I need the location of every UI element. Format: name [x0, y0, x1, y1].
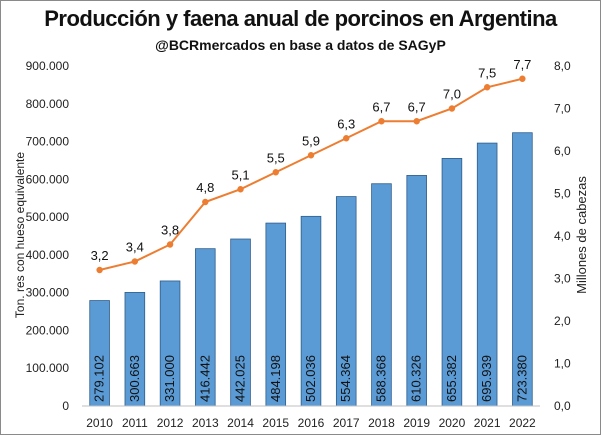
y-tick-right-label: 5,0 — [554, 187, 571, 201]
y-tick-right-label: 4,0 — [554, 229, 571, 243]
chart-subtitle: @BCRmercados en base a datos de SAGyP — [155, 37, 446, 53]
line-value-label: 7,0 — [443, 87, 461, 102]
y-tick-left-label: 600.000 — [26, 172, 70, 186]
y-tick-left-label: 300.000 — [26, 286, 70, 300]
bar-series: 279.102 300.663 331.000 416.442 442.025 484.1… — [89, 132, 533, 407]
x-tick-label: 2010 — [86, 416, 113, 430]
line-value-label: 3,4 — [126, 240, 144, 255]
bar-value-label: 279.102 — [92, 355, 107, 402]
line-point — [131, 258, 139, 265]
y-tick-left-label: 700.000 — [26, 135, 70, 149]
bar-value-label: 416.442 — [197, 355, 212, 402]
x-tick-label: 2014 — [227, 416, 254, 430]
y-tick-right-label: 6,0 — [554, 144, 571, 158]
line-value-label: 3,8 — [161, 223, 179, 238]
line-value-label: 4,8 — [196, 180, 214, 195]
y-tick-right-label: 8,0 — [554, 59, 571, 73]
y-axis-right-label: Millones de cabezas — [574, 176, 589, 294]
x-tick-label: 2017 — [333, 416, 360, 430]
line-point — [166, 241, 174, 248]
chart-title: Producción y faena anual de porcinos en … — [44, 6, 557, 31]
line-value-label: 6,3 — [337, 116, 355, 131]
x-tick-label: 2021 — [474, 416, 501, 430]
bar-value-label: 723.380 — [514, 355, 529, 402]
line-point — [483, 84, 491, 91]
x-axis: 2010 2011 2012 2013 2014 2015 2016 2017 2018 2019… — [82, 405, 540, 430]
bar-value-label: 300.663 — [127, 355, 142, 402]
left-axis: 0 100.000 200.000 300.000 400.000 500.000 600.… — [26, 59, 70, 413]
line-value-label: 5,5 — [267, 150, 285, 165]
line-series: 3,2 3,4 3,8 4,8 5,1 5,5 5,9 6,3 6,7 6,7 7,0 7,5 7,7 — [91, 57, 531, 274]
bar-value-label: 588.368 — [373, 355, 388, 402]
line-value-label: 5,1 — [231, 167, 249, 182]
line-value-label: 6,7 — [408, 99, 426, 114]
y-tick-right-label: 3,0 — [554, 272, 571, 286]
line-point — [96, 266, 103, 274]
y-tick-left-label: 800.000 — [26, 97, 70, 111]
x-tick-label: 2011 — [122, 416, 148, 430]
bar-value-label: 695.939 — [479, 355, 494, 402]
line-point — [237, 186, 244, 193]
right-axis: 0,0 1,0 2,0 3,0 4,0 5,0 6,0 7,0 8,0 — [554, 59, 571, 413]
x-tick-label: 2020 — [439, 416, 466, 430]
bar-value-label: 331.000 — [162, 355, 177, 402]
line-value-label: 5,9 — [302, 133, 320, 148]
line-point — [448, 105, 456, 112]
bar-value-label: 655.382 — [444, 355, 459, 402]
line-value-label: 6,7 — [372, 99, 390, 114]
x-tick-label: 2012 — [157, 416, 184, 430]
line-point — [378, 118, 385, 125]
y-tick-left-label: 500.000 — [26, 210, 70, 224]
y-tick-left-label: 0 — [62, 399, 69, 413]
x-tick-label: 2019 — [403, 416, 430, 430]
line-point — [343, 135, 350, 142]
line-value-label: 7,7 — [513, 57, 531, 72]
y-tick-right-label: 0,0 — [554, 399, 571, 413]
bar-value-label: 554.364 — [338, 355, 353, 402]
y-axis-left-label: Ton. res con hueso equivalente — [13, 152, 27, 318]
bar-value-label: 484.198 — [268, 355, 283, 402]
line-point — [519, 75, 526, 82]
line-value-label: 7,5 — [478, 65, 496, 80]
y-tick-left-label: 200.000 — [26, 323, 70, 337]
line-value-label: 3,2 — [91, 248, 109, 263]
y-tick-left-label: 900.000 — [26, 59, 70, 73]
line-point — [307, 152, 315, 159]
bar-value-label: 502.036 — [303, 355, 318, 402]
bar-value-label: 610.326 — [409, 355, 424, 402]
bar-value-label: 442.025 — [233, 355, 248, 402]
x-tick-label: 2018 — [368, 416, 395, 430]
line-point — [202, 198, 209, 206]
line-point — [272, 169, 279, 176]
y-tick-right-label: 7,0 — [554, 102, 571, 116]
y-tick-right-label: 1,0 — [554, 357, 571, 371]
y-tick-right-label: 2,0 — [554, 314, 571, 328]
line-point — [413, 118, 420, 125]
x-tick-label: 2022 — [509, 416, 536, 430]
x-tick-label: 2016 — [298, 416, 325, 430]
y-tick-left-label: 100.000 — [26, 361, 70, 375]
x-tick-label: 2015 — [262, 416, 289, 430]
y-tick-left-label: 400.000 — [26, 248, 70, 262]
x-tick-label: 2013 — [192, 416, 219, 430]
